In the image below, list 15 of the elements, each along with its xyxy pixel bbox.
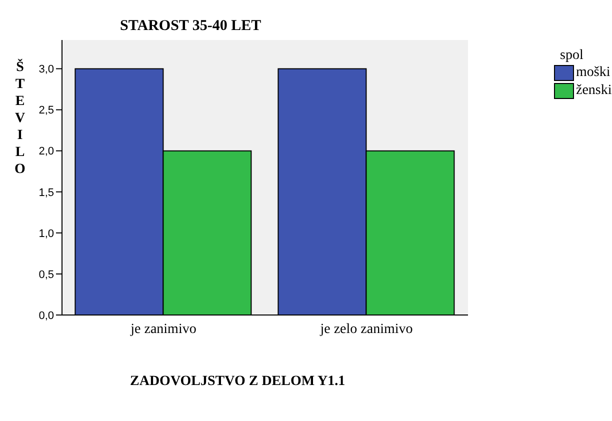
chart-title: STAROST 35-40 LET bbox=[120, 18, 262, 35]
x-tick-label: je zelo zanimivo bbox=[319, 322, 413, 337]
legend-title: spol bbox=[560, 48, 584, 64]
x-axis-title: ZADOVOLJSTVO Z DELOM Y1.1 bbox=[130, 374, 346, 389]
y-tick-label: 1,5 bbox=[38, 186, 54, 199]
y-tick-label: 2,0 bbox=[38, 146, 54, 158]
y-axis-title: ŠTEVILO bbox=[12, 58, 28, 179]
y-tick-label: 2,5 bbox=[38, 104, 54, 117]
y-tick-label: 0,0 bbox=[38, 310, 54, 322]
y-tick-label: 3,0 bbox=[38, 64, 54, 76]
y-tick-label: 0,5 bbox=[38, 268, 54, 281]
legend-label: ženski bbox=[576, 83, 612, 99]
y-tick-label: 1,0 bbox=[38, 228, 54, 240]
legend-label: moški bbox=[576, 65, 610, 81]
x-tick-label: je zanimivo bbox=[130, 322, 196, 337]
